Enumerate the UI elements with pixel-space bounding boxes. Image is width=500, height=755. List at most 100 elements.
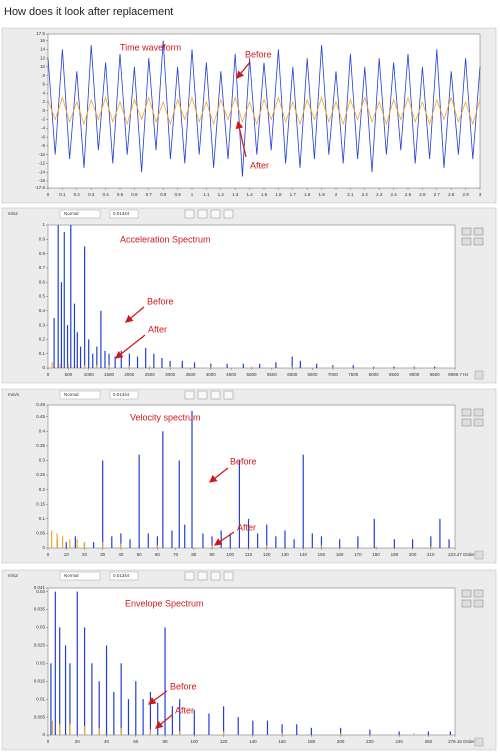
toolbar-mode: Normal [64, 211, 79, 216]
x-tick-label: 8500 [389, 372, 400, 377]
tool-button[interactable] [184, 209, 195, 219]
y-tick-label: 0.4 [39, 308, 46, 313]
side-icon[interactable] [461, 408, 472, 417]
x-tick-label: 0.5 [117, 192, 124, 197]
x-tick-label: 1.1 [203, 192, 210, 197]
y-tick-label: 0.041 [34, 585, 46, 590]
tool-button[interactable] [210, 209, 221, 219]
dropdown[interactable] [59, 209, 101, 219]
y-tick-label: 14 [40, 47, 46, 52]
y-tick-label: 0.2 [39, 487, 46, 492]
x-tick-label: 6500 [308, 372, 319, 377]
side-icon[interactable] [461, 227, 472, 236]
side-icon[interactable] [473, 589, 484, 598]
annotation: After [250, 160, 269, 170]
x-tick-label: 1.7 [290, 192, 297, 197]
x-tick-label: 223.27 [448, 552, 462, 557]
side-icon[interactable] [473, 227, 484, 236]
y-tick-label: -8 [41, 143, 45, 148]
y-tick-label: 0.2 [39, 337, 46, 342]
x-tick-label: 0.7 [146, 192, 153, 197]
x-unit: Order [463, 739, 475, 744]
y-tick-label: 6 [42, 82, 45, 87]
x-tick-label: 220 [366, 739, 374, 744]
y-tick-label: 0 [42, 108, 45, 113]
annotation: Before [230, 456, 257, 466]
y-tick-label: 4 [42, 90, 45, 95]
side-icon[interactable] [473, 408, 484, 417]
dropdown[interactable] [59, 390, 101, 400]
tool-button[interactable] [210, 571, 221, 581]
tool-button[interactable] [223, 390, 234, 400]
side-icon[interactable] [473, 418, 484, 427]
y-tick-label: 0.45 [36, 414, 45, 419]
y-tick-label: 0.1 [39, 351, 46, 356]
x-tick-label: 60 [155, 552, 161, 557]
side-icon[interactable] [461, 589, 472, 598]
arrow [147, 690, 168, 705]
y-tick-label: 0 [42, 365, 45, 370]
y-tick-label: 0.035 [34, 607, 46, 612]
waveform [47, 96, 481, 126]
y-tick-label: 0.6 [39, 279, 46, 284]
x-tick-label: 180 [372, 552, 380, 557]
x-tick-label: 210 [427, 552, 435, 557]
x-tick-label: 2.2 [362, 192, 369, 197]
scroll-button[interactable] [474, 550, 484, 560]
x-tick-label: 2.1 [347, 192, 354, 197]
tool-button[interactable] [210, 390, 221, 400]
x-tick-label: 80 [191, 552, 197, 557]
x-tick-label: 0.6 [131, 192, 138, 197]
side-icon[interactable] [461, 418, 472, 427]
side-icon[interactable] [473, 237, 484, 246]
x-tick-label: 0 [47, 372, 50, 377]
arrow [208, 467, 229, 483]
scroll-button[interactable] [474, 370, 484, 380]
arrow [213, 531, 235, 546]
x-tick-label: 4000 [206, 372, 217, 377]
toolbar-value: 0.01344 [113, 211, 130, 216]
x-tick-label: 4500 [226, 372, 237, 377]
x-tick-label: 2.7 [434, 192, 441, 197]
toolbar-value: 0.01344 [113, 392, 130, 397]
y-tick-label: -14 [38, 169, 45, 174]
x-tick-label: 120 [220, 739, 228, 744]
waveform [47, 40, 481, 177]
tool-button[interactable] [197, 209, 208, 219]
x-tick-label: 0.8 [160, 192, 167, 197]
dropdown[interactable] [59, 571, 101, 581]
tool-button[interactable] [223, 571, 234, 581]
side-icon[interactable] [461, 237, 472, 246]
scroll-button[interactable] [474, 737, 484, 747]
tool-button[interactable] [184, 571, 195, 581]
tool-button[interactable] [223, 209, 234, 219]
x-tick-label: 1.6 [275, 192, 282, 197]
y-unit: m/s2 [8, 573, 18, 578]
tool-button[interactable] [197, 390, 208, 400]
x-tick-label: 2.4 [390, 192, 397, 197]
plot-area [47, 404, 456, 549]
x-tick-label: 2 [335, 192, 338, 197]
y-tick-label: -6 [41, 134, 45, 139]
toolbar-value: 0.01344 [113, 573, 130, 578]
tool-button[interactable] [197, 571, 208, 581]
y-tick-label: 0.005 [34, 714, 46, 719]
y-tick-label: 12 [40, 55, 46, 60]
x-tick-label: 500 [65, 372, 73, 377]
toolbar-mode: Normal [64, 392, 79, 397]
x-tick-label: 1.9 [318, 192, 325, 197]
y-tick-label: 0.49 [36, 402, 45, 407]
y-tick-label: 0.05 [36, 531, 45, 536]
y-tick-label: 0.1 [39, 516, 46, 521]
y-tick-label: 0.02 [36, 660, 45, 665]
y-tick-label: 10 [40, 64, 46, 69]
x-tick-label: 50 [137, 552, 143, 557]
x-tick-label: 278.16 [448, 739, 462, 744]
side-icon[interactable] [461, 599, 472, 608]
side-icon[interactable] [473, 599, 484, 608]
x-tick-label: 40 [118, 552, 124, 557]
tool-button[interactable] [184, 390, 195, 400]
y-tick-label: 2 [42, 99, 45, 104]
y-tick-label: 16 [40, 38, 46, 43]
